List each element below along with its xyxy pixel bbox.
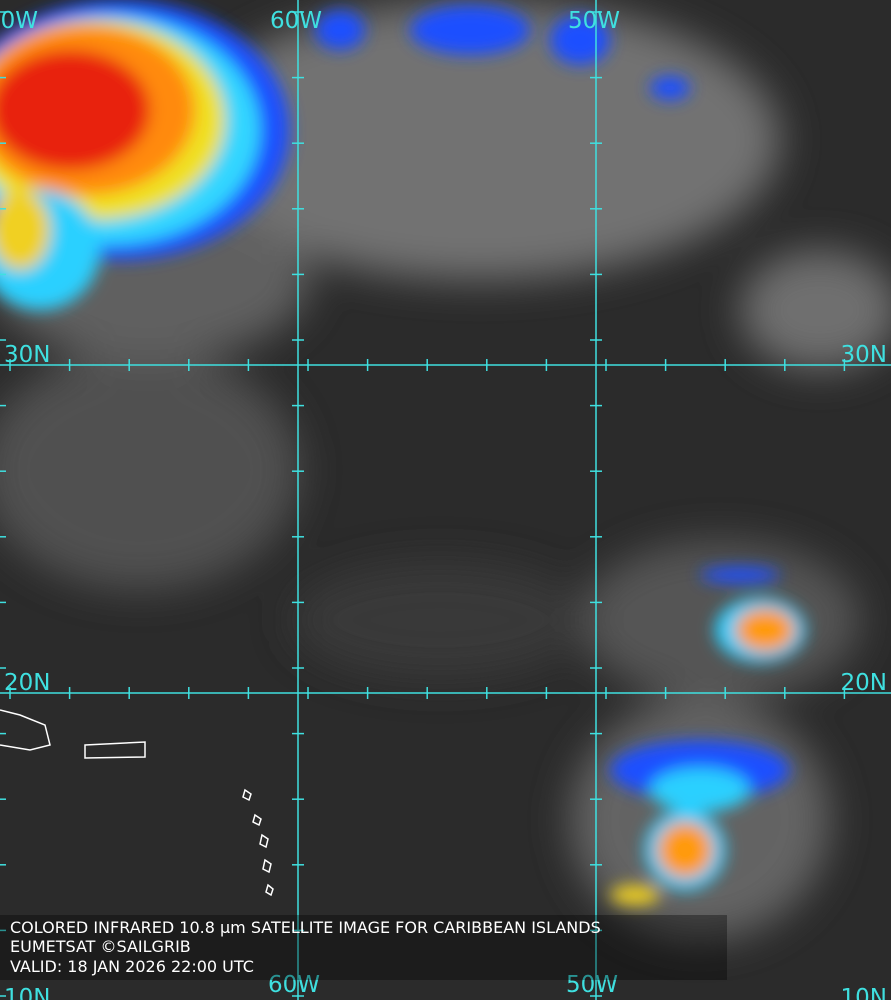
lat-label: 30N [4,342,50,368]
lat-label: 10N [841,985,887,1000]
caption-bg [0,915,727,980]
graticule-ticks [0,11,846,997]
lat-label: 20N [841,670,887,696]
lat-label: 30N [841,342,887,368]
caption-line: EUMETSAT ©SAILGRIB [10,937,191,956]
coastlines [0,709,274,897]
caption-line: VALID: 18 JAN 2026 22:00 UTC [10,957,254,976]
lon-label: 70W [0,8,38,34]
lat-label: 20N [4,670,50,696]
lat-label: 10N [4,985,50,1000]
lon-label: 50W [568,8,620,34]
grid-labels: 70W 60W 50W 30N 20N 10N 30N 20N 10N 60W … [0,8,887,1000]
lon-label: 60W [268,972,320,998]
caption-line: COLORED INFRARED 10.8 µm SATELLITE IMAGE… [10,918,601,937]
lon-label: 60W [270,8,322,34]
lon-label: 50W [566,972,618,998]
caption: COLORED INFRARED 10.8 µm SATELLITE IMAGE… [10,918,601,976]
